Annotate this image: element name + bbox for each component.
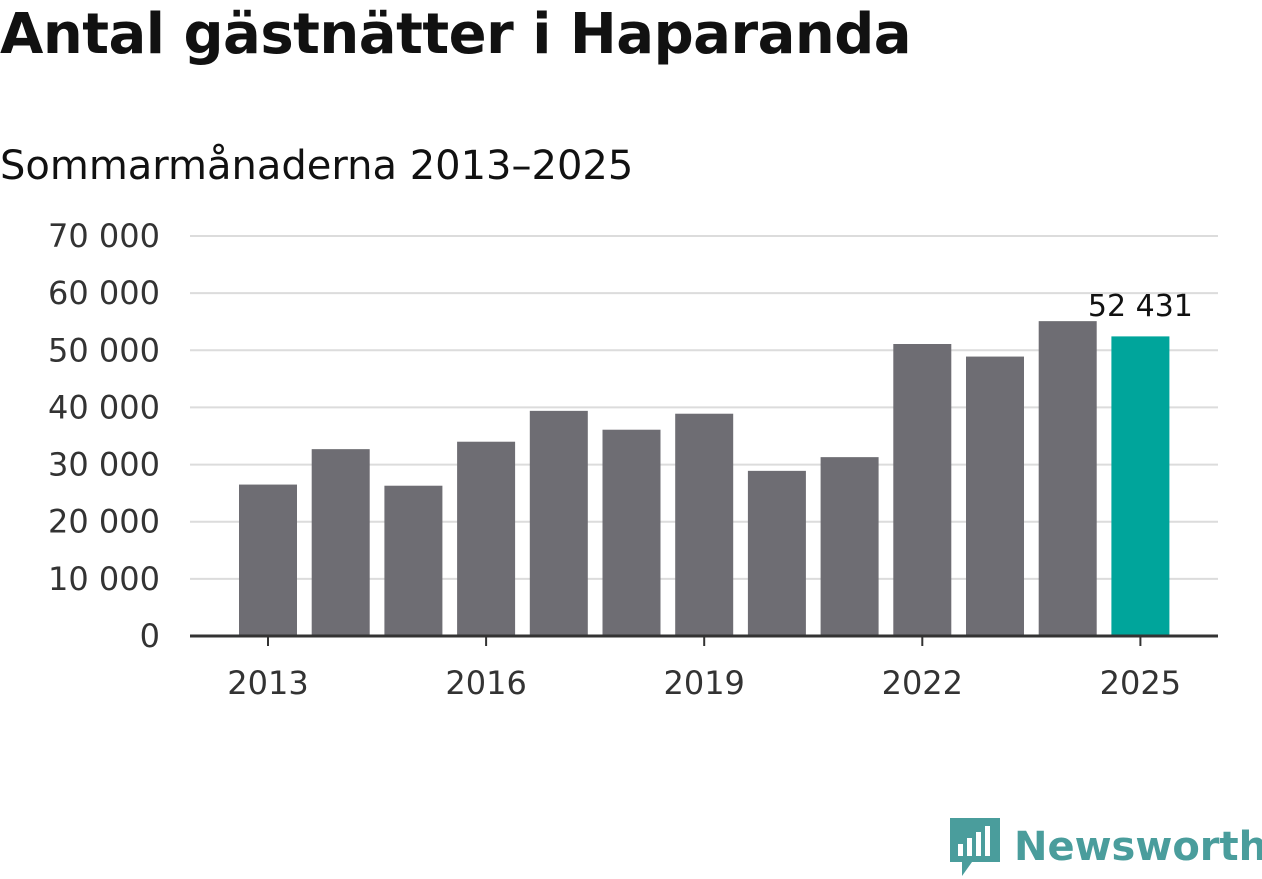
bar-2017 bbox=[529, 410, 588, 636]
y-tick-label: 30 000 bbox=[48, 446, 160, 484]
x-tick-label: 2019 bbox=[663, 664, 744, 702]
bar-2013 bbox=[239, 484, 297, 636]
x-tick-label: 2025 bbox=[1100, 664, 1181, 702]
chart-subtitle: Sommarmånaderna 2013–2025 bbox=[0, 143, 634, 189]
bar-2022 bbox=[893, 344, 952, 636]
x-tick-label: 2013 bbox=[227, 664, 308, 702]
y-tick-label: 0 bbox=[140, 617, 160, 655]
data-label: 52 431 bbox=[1088, 289, 1193, 324]
y-tick-label: 60 000 bbox=[48, 274, 160, 312]
bar-2014 bbox=[311, 449, 370, 636]
bars bbox=[239, 321, 1170, 636]
y-tick-label: 50 000 bbox=[48, 331, 160, 369]
bar-2024 bbox=[1038, 321, 1097, 636]
bar-2020 bbox=[747, 470, 806, 636]
bar-2025 bbox=[1111, 336, 1170, 636]
y-tick-labels: 0 10 000 20 000 30 000 40 000 50 000 60 000 70 … bbox=[48, 217, 160, 655]
x-axis bbox=[190, 634, 1218, 646]
y-tick-label: 70 000 bbox=[48, 217, 160, 255]
y-tick-label: 40 000 bbox=[48, 388, 160, 426]
brand: Newsworthy bbox=[950, 818, 1262, 876]
bar-2019 bbox=[675, 413, 734, 636]
chart-title: Antal gästnätter i Haparanda bbox=[0, 2, 912, 67]
bar-2015 bbox=[384, 485, 443, 636]
newsworthy-logo-icon bbox=[950, 818, 1000, 876]
bar-2018 bbox=[602, 429, 661, 636]
x-tick-label: 2022 bbox=[882, 664, 963, 702]
y-tick-label: 20 000 bbox=[48, 503, 160, 541]
x-tick-labels: 2013 2016 2019 2022 2025 bbox=[227, 664, 1181, 702]
y-tick-label: 10 000 bbox=[48, 560, 160, 598]
x-tick-label: 2016 bbox=[445, 664, 526, 702]
annotations: 52 431 bbox=[1088, 289, 1193, 324]
bar-2016 bbox=[457, 441, 516, 636]
brand-name: Newsworthy bbox=[1014, 824, 1262, 870]
bar-2021 bbox=[820, 457, 879, 636]
bar-2023 bbox=[966, 356, 1024, 636]
